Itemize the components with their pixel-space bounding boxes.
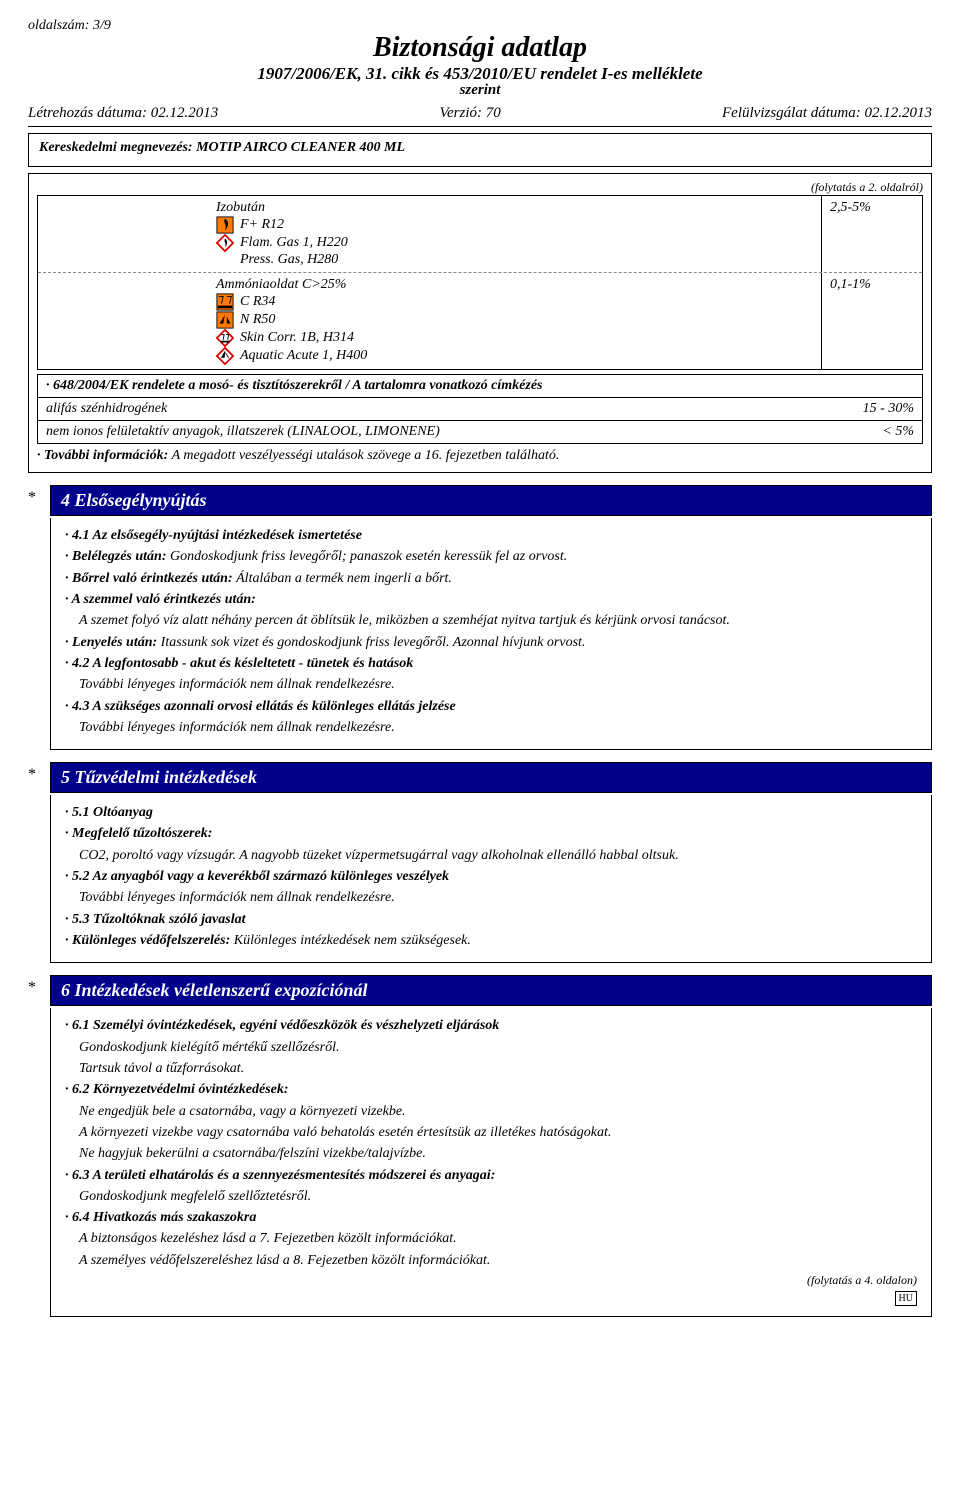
table-row: Ammóniaoldat C>25% C R34 N R50 <box>38 273 922 369</box>
text-6-3a: Gondoskodjunk megfelelő szellőztetésről. <box>65 1187 917 1206</box>
corrosive-diamond-icon <box>216 329 234 347</box>
hazard-code: F+ R12 <box>240 217 284 233</box>
composition-box: (folytatás a 2. oldalról) Izobután F+ R1… <box>28 173 932 473</box>
section-4-body: 4.1 Az elsősegély-nyújtási intézkedések … <box>50 518 932 750</box>
skin-label: Bőrrel való érintkezés után: <box>65 571 233 586</box>
eye-text: A szemet folyó víz alatt néhány percen á… <box>65 611 917 630</box>
text-6-4a: A biztonságos kezeléshez lásd a 7. Fejez… <box>65 1229 917 1248</box>
text-6-4b: A személyes védőfelszereléshez lásd a 8.… <box>65 1251 917 1270</box>
environment-diamond-icon <box>216 347 234 365</box>
noinfo-text: További lényeges információk nem állnak … <box>65 718 917 737</box>
table-row: Izobután F+ R12 Flam. Gas 1, H220 <box>38 196 922 272</box>
regulation-label: 648/2004/EK rendelete a mosó- és tisztít… <box>46 378 543 393</box>
page-title: Biztonsági adatlap <box>28 32 932 64</box>
text-6-2c: Ne hagyjuk bekerülni a csatornába/felszí… <box>65 1144 917 1163</box>
reg-item-name: nem ionos felületaktív anyagok, illatsze… <box>46 424 440 440</box>
hazard-code: Press. Gas, H280 <box>240 252 338 268</box>
text-6-1a: Gondoskodjunk kielégítő mértékű szellőzé… <box>65 1038 917 1057</box>
text-6-2b: A környezeti vizekbe vagy csatornába val… <box>65 1123 917 1142</box>
heading-6-2: 6.2 Környezetvédelmi óvintézkedések: <box>65 1082 289 1097</box>
noinfo-text: További lényeges információk nem állnak … <box>65 888 917 907</box>
version: Verzió: 70 <box>440 105 501 122</box>
trade-name-label: Kereskedelmi megnevezés: <box>39 140 193 155</box>
heading-6-4: 6.4 Hivatkozás más szakaszokra <box>65 1210 256 1225</box>
inhale-text: Gondoskodjunk friss levegőről; panaszok … <box>170 549 567 564</box>
ingest-text: Itassunk sok vizet és gondoskodjunk fris… <box>161 635 586 650</box>
page-subtitle: 1907/2006/EK, 31. cikk és 453/2010/EU re… <box>28 64 932 84</box>
equipment-text: Különleges intézkedések nem szükségesek. <box>234 933 471 948</box>
product-name: MOTIP AIRCO CLEANER 400 ML <box>196 140 405 155</box>
substance-name: Izobután <box>216 200 813 216</box>
inhale-label: Belélegzés után: <box>65 549 167 564</box>
flame-diamond-icon <box>216 234 234 252</box>
hazard-code: N R50 <box>240 312 275 328</box>
reg-item-row: alifás szénhidrogének 15 - 30% <box>37 398 923 421</box>
change-marker: * <box>28 762 50 784</box>
section-6-body: 6.1 Személyi óvintézkedések, egyéni védő… <box>50 1008 932 1317</box>
ingest-label: Lenyelés után: <box>65 635 157 650</box>
hazard-code: Flam. Gas 1, H220 <box>240 235 348 251</box>
heading-6-3: 6.3 A területi elhatárolás és a szennyez… <box>65 1168 495 1183</box>
extinguisher-text: CO2, poroltó vagy vízsugár. A nagyobb tü… <box>65 846 917 865</box>
country-tag: HU <box>895 1291 917 1307</box>
substance-name: Ammóniaoldat C>25% <box>216 277 813 293</box>
section-4-title: 4 Elsősegélynyújtás <box>50 485 932 516</box>
section-5-body: 5.1 Oltóanyag Megfelelő tűzoltószerek: C… <box>50 795 932 963</box>
heading-4-3: 4.3 A szükséges azonnali orvosi ellátás … <box>65 699 456 714</box>
equipment-label: Különleges védőfelszerelés: <box>65 933 230 948</box>
created-date: Létrehozás dátuma: 02.12.2013 <box>28 105 218 122</box>
text-6-2a: Ne engedjük bele a csatornába, vagy a kö… <box>65 1102 917 1121</box>
percentage: 0,1-1% <box>822 273 922 369</box>
change-marker: * <box>28 975 50 997</box>
reg-item-pct: 15 - 30% <box>863 401 914 417</box>
page-header: oldalszám: 3/9 Biztonsági adatlap 1907/2… <box>28 18 932 127</box>
page-subtitle-2: szerint <box>28 82 932 99</box>
percentage: 2,5-5% <box>822 196 922 272</box>
heading-4-2: 4.2 A legfontosabb - akut és késleltetet… <box>65 656 413 671</box>
more-info-label: További információk: <box>37 448 168 463</box>
heading-4-1: 4.1 Az elsősegély-nyújtási intézkedések … <box>65 528 362 543</box>
heading-5-1: 5.1 Oltóanyag <box>65 805 153 820</box>
change-marker: * <box>28 485 50 507</box>
eye-label: A szemmel való érintkezés után: <box>65 592 256 607</box>
extinguisher-label: Megfelelő tűzoltószerek: <box>65 826 212 841</box>
hazard-code: Aquatic Acute 1, H400 <box>240 348 367 364</box>
substance-table: Izobután F+ R12 Flam. Gas 1, H220 <box>37 195 923 370</box>
noinfo-text: További lényeges információk nem állnak … <box>65 675 917 694</box>
reg-item-pct: < 5% <box>882 424 914 440</box>
regulation-row: 648/2004/EK rendelete a mosó- és tisztít… <box>37 374 923 398</box>
heading-5-3: 5.3 Tűzoltóknak szóló javaslat <box>65 912 245 927</box>
section-6-title: 6 Intézkedések véletlenszerű expozícióná… <box>50 975 932 1006</box>
corrosive-square-icon <box>216 293 234 311</box>
hazard-code: C R34 <box>240 294 275 310</box>
reg-item-name: alifás szénhidrogének <box>46 401 167 417</box>
continuation-to: (folytatás a 4. oldalon) <box>65 1272 917 1289</box>
text-6-1b: Tartsuk távol a tűzforrásokat. <box>65 1059 917 1078</box>
heading-5-2: 5.2 Az anyagból vagy a keverékből szárma… <box>65 869 449 884</box>
trade-name-box: Kereskedelmi megnevezés: MOTIP AIRCO CLE… <box>28 133 932 167</box>
hazard-code: Skin Corr. 1B, H314 <box>240 330 354 346</box>
reg-item-row: nem ionos felületaktív anyagok, illatsze… <box>37 421 923 444</box>
skin-text: Általában a termék nem ingerli a bőrt. <box>236 571 452 586</box>
meta-row: Létrehozás dátuma: 02.12.2013 Verzió: 70… <box>28 105 932 122</box>
revised-date: Felülvizsgálat dátuma: 02.12.2013 <box>722 105 932 122</box>
section-5-title: 5 Tűzvédelmi intézkedések <box>50 762 932 793</box>
heading-6-1: 6.1 Személyi óvintézkedések, egyéni védő… <box>65 1018 499 1033</box>
continuation-from: (folytatás a 2. oldalról) <box>37 180 923 195</box>
more-info-text: A megadott veszélyességi utalások szöveg… <box>172 448 560 463</box>
environment-square-icon <box>216 311 234 329</box>
flame-square-icon <box>216 216 234 234</box>
